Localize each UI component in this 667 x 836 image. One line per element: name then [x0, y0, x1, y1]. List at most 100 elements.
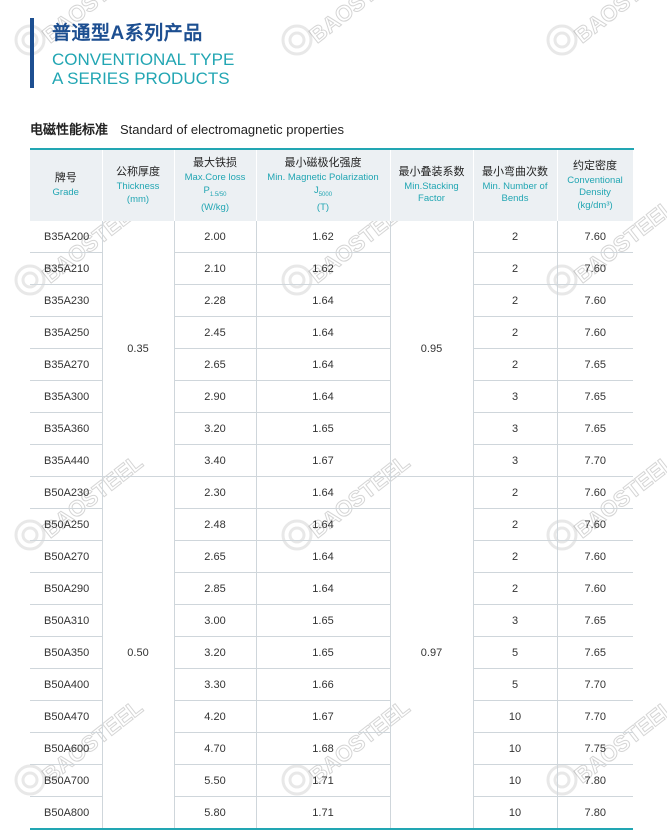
cell-core-loss: 2.90 — [173, 380, 256, 413]
cell-polarization: 1.64 — [255, 572, 390, 605]
col-header-core-loss: 最大铁损 Max.Core loss P1.5/50 (W/kg) — [174, 149, 257, 221]
cell-polarization: 1.64 — [255, 348, 390, 381]
cell-core-loss: 5.50 — [173, 764, 256, 797]
cell-core-loss: 3.00 — [173, 604, 256, 637]
cell-grade: B35A440 — [30, 444, 102, 477]
cell-polarization: 1.65 — [255, 412, 390, 445]
cell-bends: 2 — [472, 252, 557, 285]
cell-bends: 3 — [472, 604, 557, 637]
table-row: B50A800 5.80 1.71 10 7.80 — [30, 796, 633, 830]
cell-core-loss: 2.28 — [173, 284, 256, 317]
cell-core-loss: 5.80 — [173, 796, 256, 830]
cell-density: 7.70 — [556, 668, 633, 701]
table-row: B50A230 0.50 2.30 1.64 0.97 2 7.60 — [30, 476, 633, 830]
table-row: B50A400 3.30 1.66 5 7.70 — [30, 668, 633, 701]
cell-bends: 2 — [472, 572, 557, 605]
cell-polarization: 1.64 — [255, 316, 390, 349]
cell-bends: 3 — [472, 444, 557, 477]
cell-density: 7.65 — [556, 380, 633, 413]
watermark-logo: BAOSTEEL — [275, 0, 455, 60]
cell-core-loss: 4.70 — [173, 732, 256, 765]
cell-polarization: 1.62 — [255, 221, 390, 253]
properties-table: 牌号 Grade 公称厚度 Thickness (mm) 最大铁损 Max.Co… — [30, 148, 634, 830]
cell-core-loss: 2.30 — [173, 476, 256, 509]
cell-grade: B35A210 — [30, 252, 102, 285]
cell-bends: 2 — [472, 508, 557, 541]
cell-core-loss: 2.85 — [173, 572, 256, 605]
cell-polarization: 1.64 — [255, 476, 390, 509]
cell-bends: 3 — [472, 412, 557, 445]
cell-density: 7.65 — [556, 348, 633, 381]
table-row: B50A270 2.65 1.64 2 7.60 — [30, 540, 633, 573]
cell-core-loss: 2.48 — [173, 508, 256, 541]
cell-grade: B35A270 — [30, 348, 102, 381]
table-row: B50A350 3.20 1.65 5 7.65 — [30, 636, 633, 669]
cell-bends: 2 — [472, 540, 557, 573]
cell-density: 7.70 — [556, 444, 633, 477]
col-header-grade: 牌号 Grade — [30, 149, 103, 221]
cell-polarization: 1.71 — [255, 764, 390, 797]
cell-polarization: 1.68 — [255, 732, 390, 765]
cell-density: 7.80 — [556, 764, 633, 797]
cell-polarization: 1.64 — [255, 380, 390, 413]
page-title-cn: 普通型A系列产品 — [52, 23, 203, 44]
table-row: B50A700 5.50 1.71 10 7.80 — [30, 764, 633, 797]
cell-density: 7.60 — [556, 316, 633, 349]
cell-density: 7.65 — [556, 604, 633, 637]
table-row: B35A250 2.45 1.64 2 7.60 — [30, 316, 633, 349]
cell-bends: 3 — [472, 380, 557, 413]
cell-polarization: 1.67 — [255, 444, 390, 477]
cell-stacking-factor: 0.97 — [389, 476, 473, 830]
cell-polarization: 1.64 — [255, 284, 390, 317]
col-header-polarization: 最小磁极化强度 Min. Magnetic Polarization J5000… — [256, 149, 391, 221]
table-row: B35A360 3.20 1.65 3 7.65 — [30, 412, 633, 445]
table-row: B35A440 3.40 1.67 3 7.70 — [30, 444, 633, 477]
watermark-logo: BAOSTEEL — [540, 0, 667, 60]
cell-core-loss: 3.20 — [173, 412, 256, 445]
cell-polarization: 1.64 — [255, 508, 390, 541]
cell-grade: B50A400 — [30, 668, 102, 701]
cell-grade: B35A360 — [30, 412, 102, 445]
table-row: B50A310 3.00 1.65 3 7.65 — [30, 604, 633, 637]
table-row: B35A200 0.35 2.00 1.62 0.95 2 7.60 — [30, 221, 633, 477]
section-title-cn: 电磁性能标准 — [30, 122, 109, 137]
cell-core-loss: 3.40 — [173, 444, 256, 477]
cell-bends: 2 — [472, 348, 557, 381]
cell-grade: B50A250 — [30, 508, 102, 541]
cell-bends: 10 — [472, 732, 557, 765]
cell-grade: B50A290 — [30, 572, 102, 605]
cell-polarization: 1.65 — [255, 636, 390, 669]
col-header-stacking-factor: 最小叠装系数 Min.Stacking Factor — [390, 149, 474, 221]
section-heading: 电磁性能标准 Standard of electromagnetic proper… — [30, 119, 344, 138]
cell-bends: 2 — [472, 316, 557, 349]
table-row: B35A270 2.65 1.64 2 7.65 — [30, 348, 633, 381]
table-row: B35A210 2.10 1.62 2 7.60 — [30, 252, 633, 285]
cell-density: 7.65 — [556, 636, 633, 669]
cell-thickness: 0.50 — [101, 476, 174, 830]
cell-density: 7.60 — [556, 540, 633, 573]
cell-grade: B50A270 — [30, 540, 102, 573]
cell-polarization: 1.66 — [255, 668, 390, 701]
table-row: B50A290 2.85 1.64 2 7.60 — [30, 572, 633, 605]
table-row: B35A300 2.90 1.64 3 7.65 — [30, 380, 633, 413]
cell-polarization: 1.62 — [255, 252, 390, 285]
page-title-en-line1: CONVENTIONAL TYPE — [52, 50, 235, 69]
cell-core-loss: 2.00 — [173, 221, 256, 253]
cell-core-loss: 3.20 — [173, 636, 256, 669]
cell-polarization: 1.65 — [255, 604, 390, 637]
cell-polarization: 1.71 — [255, 796, 390, 830]
cell-grade: B35A250 — [30, 316, 102, 349]
cell-grade: B50A700 — [30, 764, 102, 797]
cell-polarization: 1.67 — [255, 700, 390, 733]
cell-density: 7.75 — [556, 732, 633, 765]
cell-density: 7.60 — [556, 284, 633, 317]
cell-core-loss: 2.10 — [173, 252, 256, 285]
table-row: B35A230 2.28 1.64 2 7.60 — [30, 284, 633, 317]
table-row: B50A250 2.48 1.64 2 7.60 — [30, 508, 633, 541]
table-header-row: 牌号 Grade 公称厚度 Thickness (mm) 最大铁损 Max.Co… — [30, 149, 634, 221]
cell-grade: B50A470 — [30, 700, 102, 733]
cell-core-loss: 2.65 — [173, 348, 256, 381]
table-row: B50A600 4.70 1.68 10 7.75 — [30, 732, 633, 765]
page-title-en: CONVENTIONAL TYPE A SERIES PRODUCTS — [52, 50, 234, 88]
cell-grade: B50A800 — [30, 796, 102, 830]
